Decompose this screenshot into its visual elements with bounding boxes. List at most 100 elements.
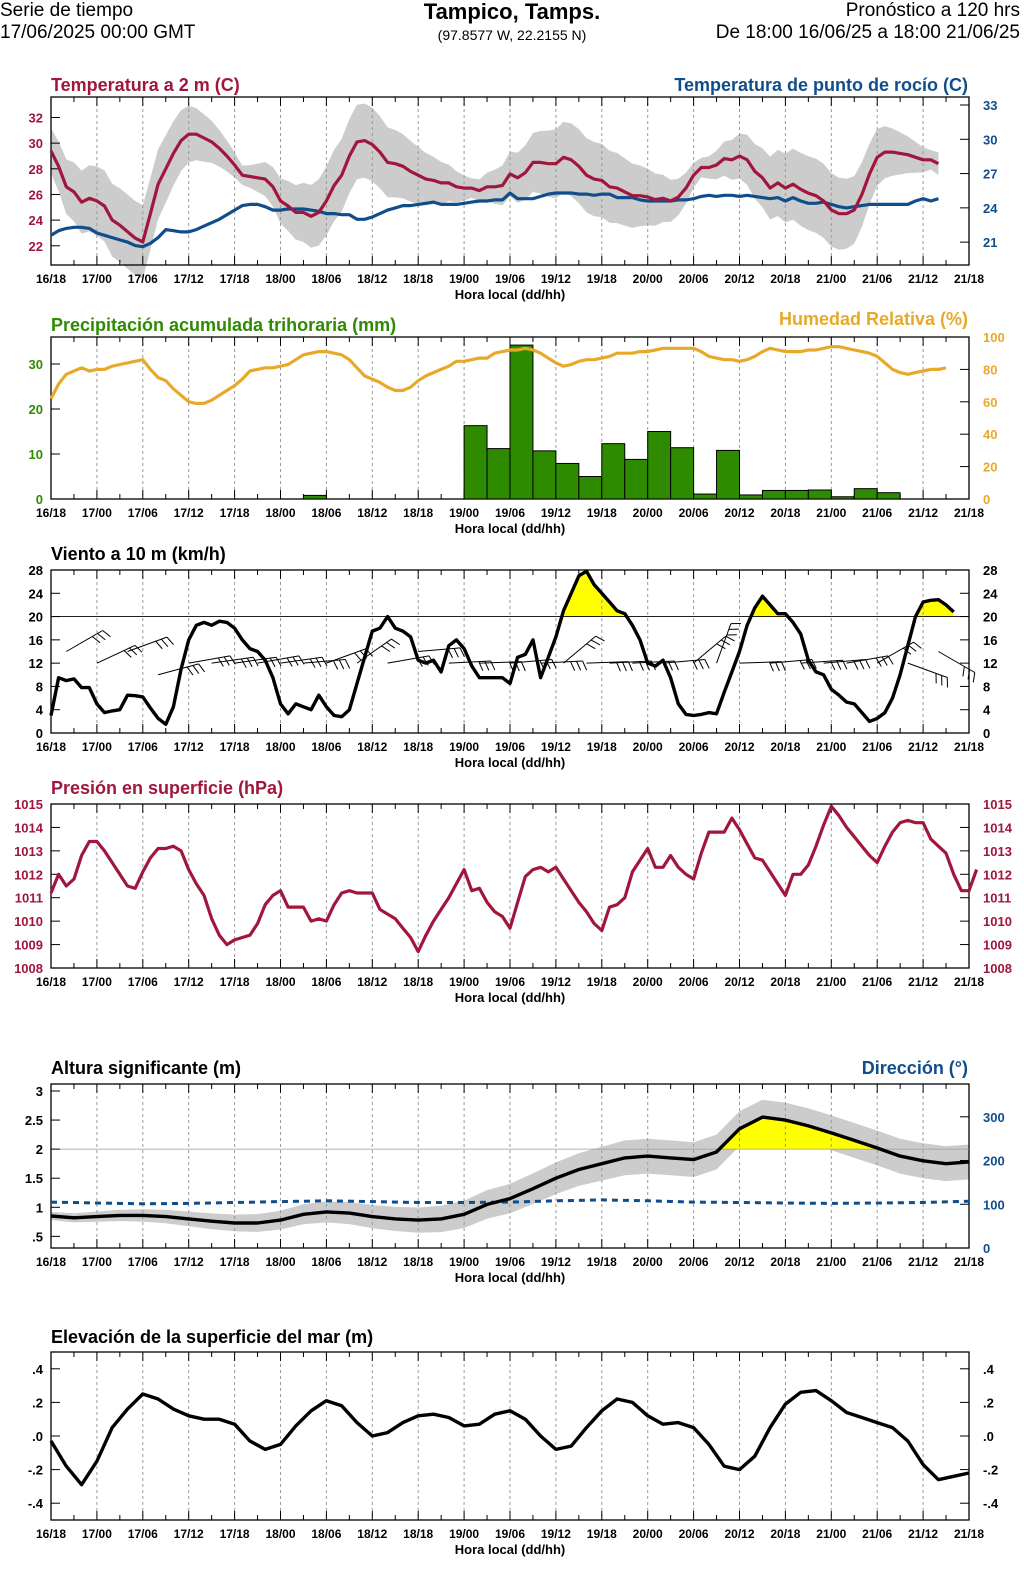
y2-tick-label-humidity: 40 <box>983 427 997 442</box>
y2-tick-label-pressure: 1013 <box>983 844 1012 859</box>
x-tick-label: 17/00 <box>82 975 112 989</box>
y-tick-label-temperature: 22 <box>29 239 43 254</box>
x-tick-label: 18/06 <box>311 975 341 989</box>
precip-bar <box>302 494 327 500</box>
y-tick-label-sea-level: .4 <box>32 1362 44 1377</box>
y-tick-label-precip: 30 <box>29 357 43 372</box>
y2-tick-label-sea-level: -.2 <box>983 1463 998 1478</box>
x-tick-label: 19/00 <box>449 740 479 754</box>
x-tick-label: 21/12 <box>908 975 938 989</box>
x-tick-label: 18/12 <box>357 1255 387 1269</box>
precip-bar <box>601 443 626 500</box>
wind-barb-feather <box>332 660 339 670</box>
x-tick-label: 18/06 <box>311 1527 341 1541</box>
wind-barb-staff <box>418 647 461 652</box>
x-tick-label: 18/00 <box>265 272 295 286</box>
x-tick-label: 20/12 <box>724 975 754 989</box>
x-tick-label: 20/00 <box>633 975 663 989</box>
x-tick-label: 21/12 <box>908 740 938 754</box>
precip-bar <box>578 476 603 500</box>
x-tick-label: 19/12 <box>541 1527 571 1541</box>
wind-barb-feather <box>628 661 633 672</box>
y2-tick-label-direction: 100 <box>983 1197 1005 1212</box>
x-axis-label: Hora local (dd/hh) <box>455 287 566 302</box>
x-tick-label: 18/00 <box>265 1527 295 1541</box>
y2-tick-label-wind: 12 <box>983 656 997 671</box>
x-tick-label: 20/06 <box>679 1255 709 1269</box>
x-tick-label: 19/12 <box>541 1255 571 1269</box>
x-tick-label: 19/00 <box>449 272 479 286</box>
x-tick-label: 19/18 <box>587 975 617 989</box>
y2-tick-label-sea-level: .4 <box>983 1362 995 1377</box>
precip-bar <box>486 448 511 500</box>
x-tick-label: 20/18 <box>770 740 800 754</box>
y-tick-label-pressure: 1011 <box>15 891 43 906</box>
wind-barb-feather <box>459 647 465 658</box>
y2-tick-label-pressure: 1012 <box>983 867 1012 882</box>
wind-barb-feather <box>859 659 865 670</box>
wind-barb-feather <box>520 661 526 672</box>
x-tick-label: 17/12 <box>174 506 204 520</box>
x-tick-label: 19/12 <box>541 272 571 286</box>
wave-threshold-fill <box>719 1117 881 1150</box>
x-axis-label: Hora local (dd/hh) <box>455 521 566 536</box>
y2-tick-label-direction: 200 <box>983 1154 1005 1169</box>
wind-barb-feather <box>972 672 976 683</box>
x-tick-label: 21/18 <box>954 1527 984 1541</box>
wind-barb-staff <box>770 658 812 664</box>
y2-tick-label-wind: 28 <box>983 563 997 578</box>
wind-barb-feather <box>775 661 780 672</box>
y-tick-label-sea-level: .2 <box>32 1395 43 1410</box>
wind-title: Viento a 10 m (km/h) <box>51 544 226 564</box>
wind-barb-feather <box>692 660 698 670</box>
x-tick-label: 18/06 <box>311 740 341 754</box>
plot-frame <box>50 1083 970 1249</box>
wind-barb-feather <box>811 659 817 669</box>
wind-barb-staff <box>846 655 889 664</box>
x-tick-label: 20/00 <box>633 272 663 286</box>
x-tick-label: 17/06 <box>128 506 158 520</box>
y2-tick-label-dewpoint: 21 <box>983 235 997 250</box>
y-tick-label-wind: 28 <box>29 563 43 578</box>
wind-barb-staff <box>907 662 948 678</box>
precip-bar <box>532 450 557 500</box>
wind-barb-staff <box>356 638 392 664</box>
y-tick-label-pressure: 1012 <box>14 867 43 882</box>
humidity-title: Humedad Relativa (%) <box>779 309 968 329</box>
sea-level-title: Elevación de la superficie del mar (m) <box>51 1327 373 1347</box>
wind-barb-feather <box>123 650 132 658</box>
y-tick-label-sea-level: -.2 <box>28 1463 43 1478</box>
direction-title: Dirección (°) <box>862 1058 968 1078</box>
precip-bar <box>853 488 878 500</box>
y2-tick-label-pressure: 1014 <box>983 820 1013 835</box>
x-tick-label: 21/12 <box>908 272 938 286</box>
precip-bar <box>761 489 786 500</box>
y2-tick-label-wind: 24 <box>983 586 998 601</box>
y2-tick-label-sea-level: .0 <box>983 1429 994 1444</box>
pressure-chart: 16/18 17/00 17/06 17/12 17/18 18/00 18/06 18/12… <box>14 778 1013 1005</box>
x-tick-label: 19/06 <box>495 740 525 754</box>
x-tick-label: 17/18 <box>220 740 250 754</box>
y-tick-label-wind: 20 <box>29 610 43 625</box>
wind-barb-feather <box>967 669 971 680</box>
x-tick-label: 17/00 <box>82 1527 112 1541</box>
wind-barb-feather <box>887 655 894 665</box>
x-tick-label: 18/00 <box>265 740 295 754</box>
x-tick-label: 17/00 <box>82 272 112 286</box>
location-title: Tampico, Tamps. <box>423 0 601 24</box>
x-axis-label: Hora local (dd/hh) <box>455 1542 566 1557</box>
x-tick-label: 21/12 <box>908 1527 938 1541</box>
y-tick-label-wind: 0 <box>36 726 43 741</box>
y-tick-label-wave-height: 1.5 <box>25 1171 43 1186</box>
location-coords: (97.8577 W, 22.2155 N) <box>437 27 587 43</box>
precip-bar <box>830 496 855 500</box>
wind-barb-feather <box>881 656 888 666</box>
x-tick-label: 17/12 <box>174 1527 204 1541</box>
y2-tick-label-wind: 20 <box>983 610 997 625</box>
y2-tick-label-pressure: 1010 <box>983 914 1012 929</box>
y2-tick-label-pressure: 1011 <box>983 891 1011 906</box>
temperature-title: Temperatura a 2 m (C) <box>51 75 240 95</box>
y2-tick-label-dewpoint: 27 <box>983 167 997 182</box>
x-tick-label: 20/06 <box>679 975 709 989</box>
x-tick-label: 17/18 <box>220 1527 250 1541</box>
